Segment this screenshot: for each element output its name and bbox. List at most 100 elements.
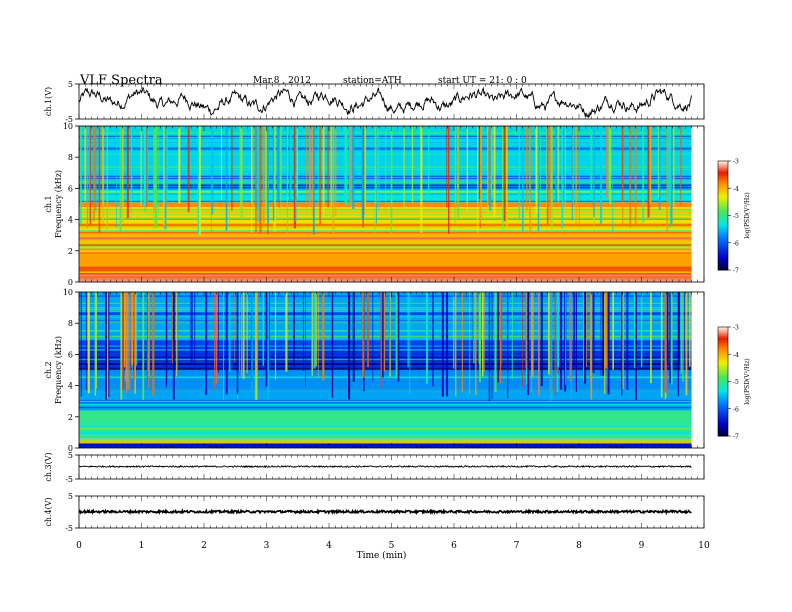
y-tick-label: 4: [68, 382, 73, 391]
sferic-streak: [562, 126, 565, 202]
sferic-streak: [79, 126, 82, 225]
spectral-line: [79, 333, 692, 335]
spectral-line: [79, 358, 692, 360]
spectral-line: [79, 231, 692, 234]
spectral-line: [79, 141, 692, 144]
colorbar-swatch: [718, 177, 728, 180]
colorbar-swatch: [718, 260, 728, 264]
sferic-streak: [500, 292, 502, 384]
sferic-streak: [664, 292, 667, 393]
colorbar-swatch: [718, 392, 728, 395]
spectral-line: [79, 329, 692, 332]
sferic-streak: [688, 292, 691, 367]
colorbar-tick-label: -4: [733, 352, 739, 359]
sferic-streak: [193, 126, 195, 198]
sferic-streak: [305, 292, 306, 387]
sferic-streak: [466, 126, 468, 212]
x-tick-label: 0: [76, 541, 82, 551]
sferic-streak: [478, 126, 481, 200]
sferic-streak: [265, 292, 268, 387]
sferic-streak: [506, 126, 508, 226]
sferic-streak: [255, 126, 257, 232]
colorbar-swatch: [718, 354, 728, 357]
sferic-streak: [102, 126, 105, 224]
sferic-streak: [149, 292, 150, 397]
station-label: station=ATH: [343, 76, 402, 86]
sferic-streak: [256, 126, 258, 209]
spectral-line: [79, 313, 692, 315]
sferic-streak: [143, 126, 146, 207]
spectral-line: [79, 431, 692, 433]
sferic-streak: [420, 126, 423, 233]
sferic-streak: [273, 126, 276, 232]
frequency-band: [79, 292, 692, 339]
sferic-streak: [345, 126, 348, 206]
sferic-streak: [540, 126, 542, 204]
sferic-streak: [267, 126, 270, 225]
y-tick-label: 6: [68, 184, 73, 193]
sferic-streak: [166, 126, 168, 202]
spectral-line: [79, 132, 692, 135]
sferic-streak: [94, 292, 97, 396]
colorbar-swatch: [718, 341, 728, 344]
spectral-line: [79, 338, 692, 341]
colorbar-swatch: [718, 200, 728, 204]
sferic-streak: [570, 292, 572, 400]
sferic-streak: [251, 292, 253, 389]
sferic-streak: [683, 292, 685, 367]
sferic-streak: [525, 292, 528, 385]
frequency-band: [79, 266, 692, 275]
sferic-streak: [294, 126, 297, 222]
spectral-line: [79, 135, 692, 137]
x-tick-label: 6: [451, 541, 457, 551]
spectral-line: [79, 441, 692, 443]
sferic-streak: [640, 292, 643, 368]
sferic-streak: [425, 292, 429, 384]
sferic-streak: [488, 292, 491, 402]
sferic-streak: [348, 126, 351, 203]
sferic-streak: [166, 292, 168, 385]
spectral-line: [79, 395, 692, 398]
sferic-streak: [322, 292, 325, 381]
colorbar-swatch: [718, 405, 728, 408]
sferic-streak: [507, 292, 509, 399]
sferic-streak: [531, 292, 533, 392]
colorbar-swatch: [718, 428, 728, 432]
colorbar-swatch: [718, 219, 728, 222]
sferic-streak: [546, 126, 549, 225]
colorbar-swatch: [718, 361, 728, 364]
sferic-streak: [670, 292, 673, 385]
colorbar-swatch: [718, 370, 728, 373]
sferic-streak: [236, 292, 239, 395]
spectral-line: [79, 273, 692, 275]
spectral-line: [79, 311, 692, 314]
spectral-line: [79, 211, 692, 213]
sferic-streak: [88, 126, 90, 222]
sferic-streak: [116, 126, 117, 229]
sferic-streak: [480, 126, 482, 222]
sferic-streak: [366, 292, 370, 368]
sferic-streak: [680, 126, 682, 206]
y-axis-label: ch.1(V): [44, 87, 53, 116]
spectral-line: [79, 182, 692, 185]
sferic-streak: [604, 292, 606, 394]
spectral-line: [79, 356, 692, 359]
sferic-streak: [685, 292, 688, 396]
frequency-band: [79, 370, 692, 392]
spectrogram-ch1-spectrogram: [79, 126, 692, 283]
sferic-streak: [557, 126, 559, 199]
sferic-streak: [364, 126, 367, 209]
colorbar-swatch: [718, 168, 728, 171]
spectral-line: [79, 349, 692, 351]
date-label: Mar.8 , 2012: [253, 76, 311, 86]
spectral-line: [79, 198, 692, 201]
sferic-streak: [409, 292, 411, 395]
spectral-line: [79, 252, 692, 254]
y-axis-label: Frequency (kHz): [54, 336, 63, 404]
sferic-streak: [120, 292, 123, 400]
sferic-streak: [494, 292, 497, 392]
colorbar-swatch: [718, 334, 728, 337]
colorbar-swatch: [718, 396, 728, 399]
sferic-streak: [85, 292, 87, 390]
sferic-streak: [218, 292, 219, 373]
